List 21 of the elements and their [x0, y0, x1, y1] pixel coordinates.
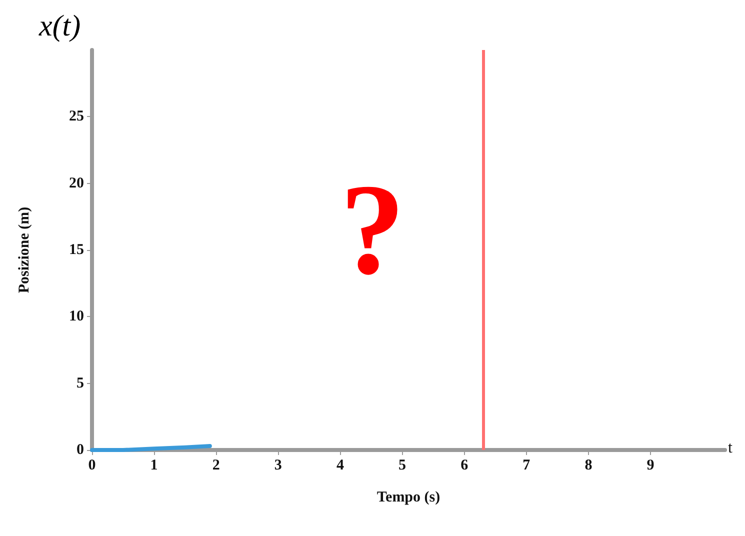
y-tick-label: 20: [69, 175, 84, 192]
x-tick-label: 7: [522, 458, 531, 474]
text: t: [728, 440, 733, 456]
y-tick-label: 10: [69, 308, 84, 325]
x-tick-label: 6: [460, 458, 469, 474]
x-tick-label: 8: [584, 458, 592, 474]
y-axis-title: Posizione (m): [16, 206, 32, 294]
y-tick-label: 0: [76, 442, 84, 458]
y-tick-label: 15: [69, 242, 84, 258]
x-tick-label: 0: [88, 458, 96, 474]
x-tick-label: 9: [646, 458, 654, 474]
y-tick-label: 5: [76, 375, 84, 392]
y-tick-label: 25: [69, 108, 84, 125]
x-tick-label: 5: [398, 458, 406, 474]
chart-title: x(t): [38, 10, 81, 42]
x-tick-label: 1: [150, 458, 158, 474]
annotation: ?: [340, 158, 405, 302]
x-axis-title: Tempo (s): [376, 490, 440, 506]
x-tick-label: 3: [274, 458, 282, 474]
x-tick-label: 4: [336, 458, 344, 474]
x-tick-label: 2: [212, 458, 220, 474]
